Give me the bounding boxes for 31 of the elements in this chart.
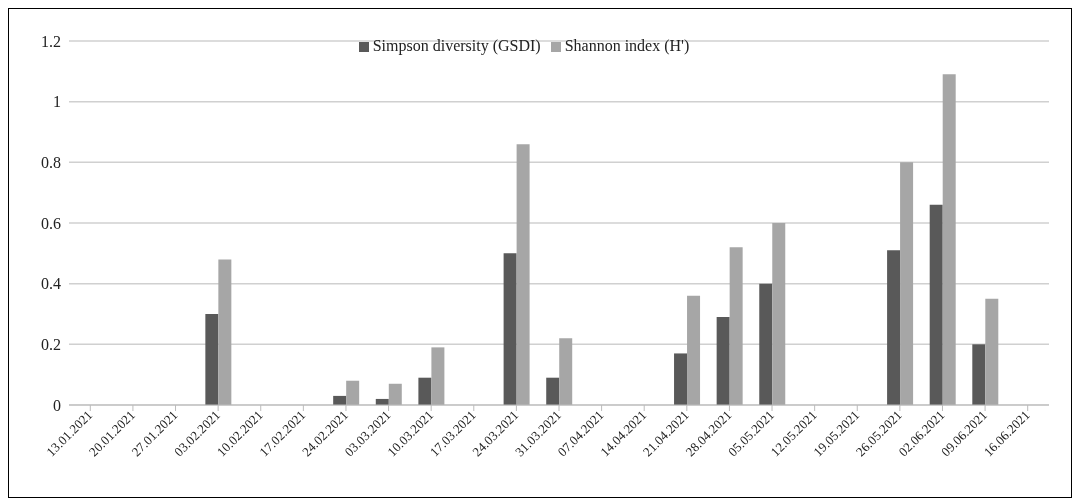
bar (687, 295, 701, 405)
bar (674, 353, 688, 405)
bar (729, 247, 743, 405)
bar (985, 298, 999, 405)
bar (218, 259, 232, 405)
bar (887, 250, 901, 405)
bar (516, 144, 530, 405)
bar (759, 283, 773, 405)
bar (431, 347, 445, 405)
bar (546, 377, 560, 405)
bar (346, 380, 360, 405)
bar (772, 223, 786, 405)
y-tick-label: 0.2 (41, 336, 61, 354)
bar (559, 338, 573, 405)
bar (929, 204, 943, 405)
y-tick-label: 0.4 (41, 275, 61, 293)
bar (205, 314, 219, 405)
bar (418, 377, 432, 405)
y-tick-label: 1 (53, 93, 61, 111)
y-tick-label: 0.8 (41, 154, 61, 172)
bar (716, 317, 730, 405)
bar (388, 383, 402, 405)
bar (972, 344, 986, 405)
legend-label: Shannon index (H') (564, 37, 690, 54)
y-tick-label: 0 (53, 396, 61, 414)
bar (503, 253, 517, 405)
bar (900, 162, 914, 405)
bar (942, 74, 956, 405)
y-tick-label: 0.6 (41, 214, 61, 232)
y-tick-label: 1.2 (41, 32, 61, 50)
legend-label: Simpson diversity (GSDI) (372, 37, 541, 54)
